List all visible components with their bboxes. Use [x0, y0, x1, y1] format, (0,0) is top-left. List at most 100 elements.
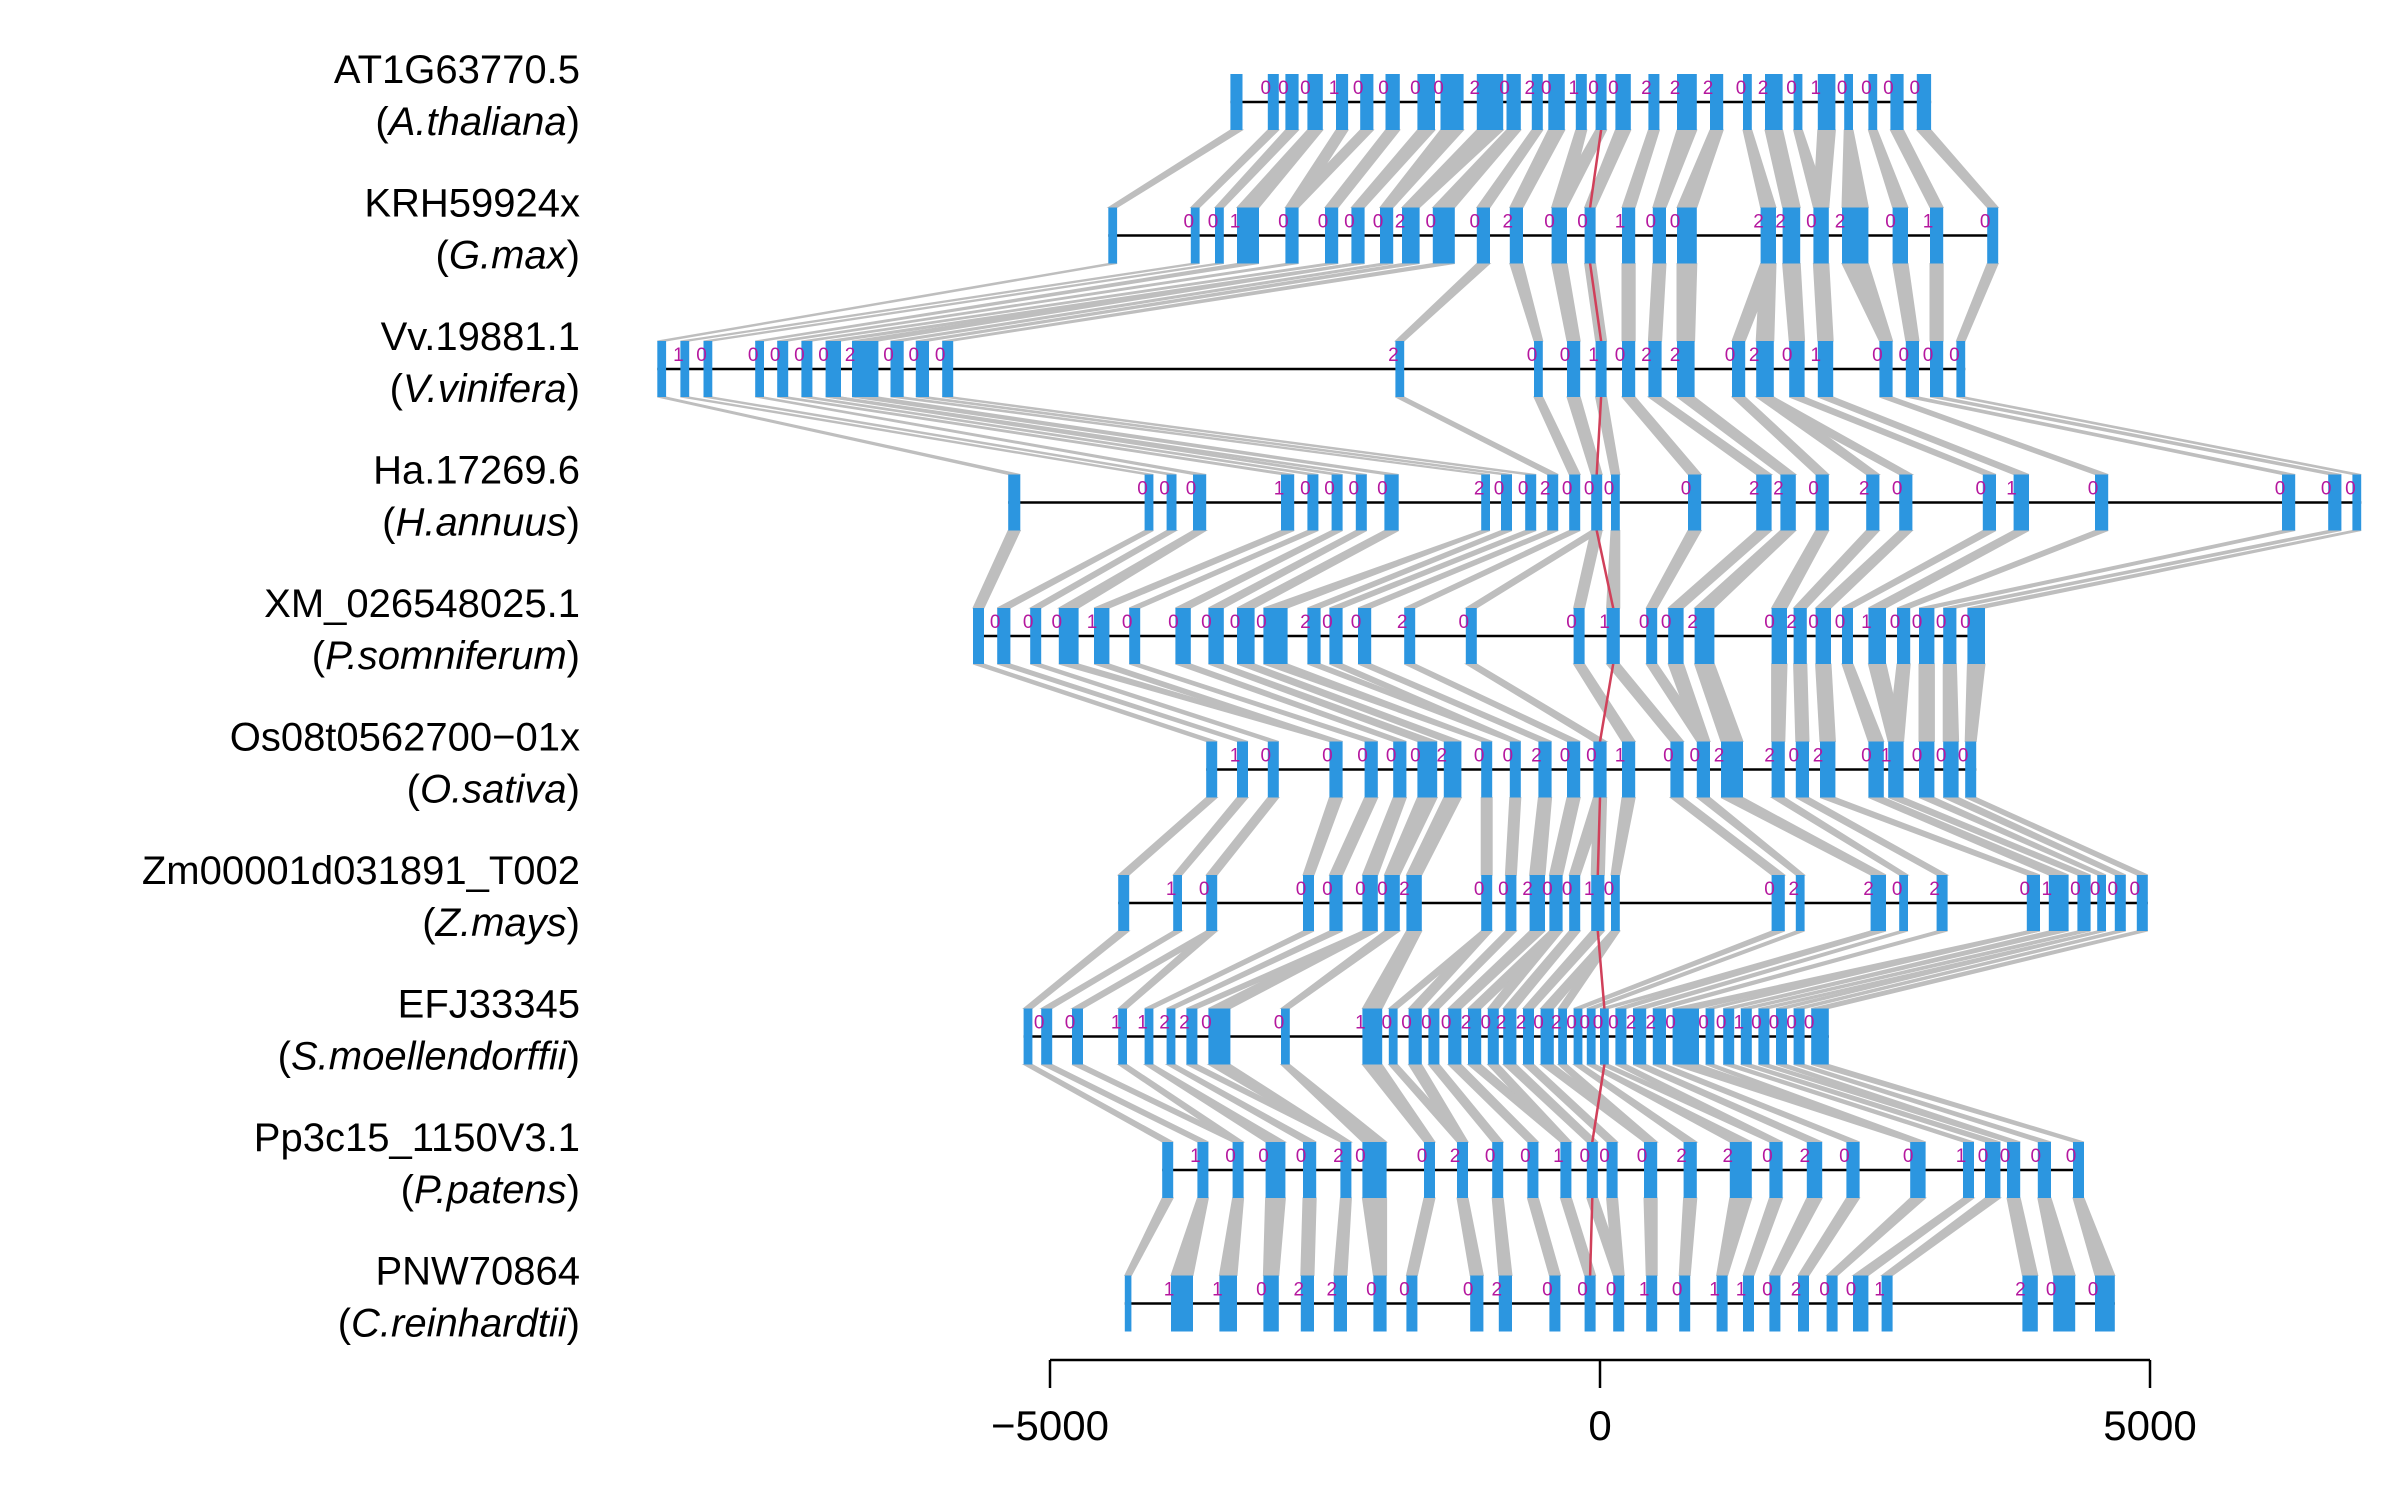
exon-block	[1740, 1008, 1752, 1065]
phase-label: 2	[1863, 879, 1874, 900]
species-label: (G.max)	[436, 234, 580, 278]
phase-label: 0	[1417, 1146, 1428, 1167]
phase-label: 0	[2275, 479, 2286, 500]
phase-label: 0	[1936, 746, 1947, 767]
phase-label: 0	[1577, 1280, 1588, 1301]
exon-block	[1358, 608, 1372, 664]
exon-block	[1406, 1275, 1418, 1332]
exon-block	[1584, 1275, 1596, 1332]
center-alignment-link	[1588, 74, 1615, 1332]
gene-id-label: XM_026548025.1	[264, 582, 580, 626]
exon-block	[2013, 474, 2029, 531]
phase-label: 1	[1230, 746, 1241, 767]
exon-block	[1175, 608, 1191, 664]
phase-label: 0	[1324, 479, 1335, 500]
exon-block	[1811, 1008, 1829, 1065]
exon-block	[1329, 741, 1343, 798]
phase-label: 0	[2108, 879, 2119, 900]
exon-block	[973, 608, 984, 664]
phase-label: 0	[1762, 1146, 1773, 1167]
gene-id-label: EFJ33345	[398, 983, 580, 1027]
exon-block	[1329, 875, 1343, 931]
exon-block	[1795, 875, 1805, 931]
phase-label: 0	[1637, 1146, 1648, 1167]
phase-label: 0	[1560, 746, 1571, 767]
exon-block	[1190, 207, 1200, 264]
phase-label: 1	[1137, 1013, 1148, 1034]
phase-label: 0	[1789, 746, 1800, 767]
homology-link	[1205, 797, 1280, 876]
phase-label: 0	[2088, 1280, 2099, 1301]
phase-label: 0	[1527, 345, 1538, 366]
phase-label: 1	[1956, 1146, 1967, 1167]
exon-block	[2136, 875, 2148, 931]
phase-label: 2	[1397, 612, 1408, 633]
phase-label: 0	[1890, 612, 1901, 633]
exon-block	[1237, 207, 1259, 264]
exon-block	[2095, 1275, 2115, 1332]
exon-block	[1384, 875, 1400, 931]
species-label: (O.sativa)	[407, 768, 580, 812]
phase-label: 0	[1936, 612, 1947, 633]
exon-block	[1547, 474, 1559, 531]
exon-block	[1364, 741, 1378, 798]
phase-label: 0	[1351, 612, 1362, 633]
phase-label: 2	[1450, 1146, 1461, 1167]
homology-link	[1526, 1197, 1562, 1276]
phase-label: 0	[990, 612, 1001, 633]
phase-label: 0	[1861, 78, 1872, 99]
exon-block	[1575, 74, 1587, 130]
exon-block	[1303, 875, 1314, 931]
phase-label: 0	[1541, 78, 1552, 99]
phase-label: 0	[1804, 1013, 1815, 1034]
exon-block	[1771, 741, 1785, 798]
phase-label: 0	[1503, 746, 1514, 767]
homology-link	[1491, 1197, 1513, 1276]
phase-label: 0	[1278, 212, 1289, 233]
phase-label: 2	[1800, 1146, 1811, 1167]
homology-link	[1300, 1197, 1317, 1276]
phase-label: 2	[1670, 345, 1681, 366]
exon-block	[1916, 74, 1932, 130]
phase-label: 1	[1355, 1013, 1366, 1034]
exon-block	[1943, 608, 1957, 664]
exon-block	[1355, 474, 1367, 531]
phase-label: 0	[1034, 1013, 1045, 1034]
phase-label: 2	[1929, 879, 1940, 900]
phase-label: 0	[1892, 479, 1903, 500]
phase-label: 0	[1463, 1280, 1474, 1301]
homology-link	[1775, 930, 2107, 1009]
phase-label: 0	[2000, 1146, 2011, 1167]
exon-block	[1868, 74, 1878, 130]
phase-label: 0	[1751, 1013, 1762, 1034]
exon-block	[1501, 474, 1512, 531]
exon-block	[1813, 207, 1829, 264]
exon-block	[1888, 741, 1904, 798]
phase-label: 0	[1646, 212, 1657, 233]
phase-label: 0	[1433, 78, 1444, 99]
phase-label: 1	[1615, 746, 1626, 767]
exon-block	[1094, 608, 1110, 664]
exon-block	[1985, 1142, 2001, 1198]
homology-link	[1793, 663, 1810, 742]
exon-block	[1846, 1142, 1860, 1198]
phase-label: 0	[2046, 1280, 2057, 1301]
gene-id-label: KRH59924x	[364, 182, 580, 226]
phase-label: 0	[1544, 212, 1555, 233]
exon-block	[1325, 207, 1339, 264]
phase-label: 2	[1294, 1280, 1305, 1301]
exon-block	[1215, 207, 1224, 264]
phase-label: 1	[1166, 879, 1177, 900]
phase-label: 0	[1872, 345, 1883, 366]
exon-block	[1440, 74, 1464, 130]
phase-label: 2	[845, 345, 856, 366]
phase-label: 0	[1819, 1280, 1830, 1301]
phase-label: 1	[1190, 1146, 1201, 1167]
exon-block	[1771, 875, 1785, 931]
phase-label: 0	[1606, 1280, 1617, 1301]
exon-block	[1058, 608, 1079, 664]
exon-block	[1300, 1275, 1314, 1332]
